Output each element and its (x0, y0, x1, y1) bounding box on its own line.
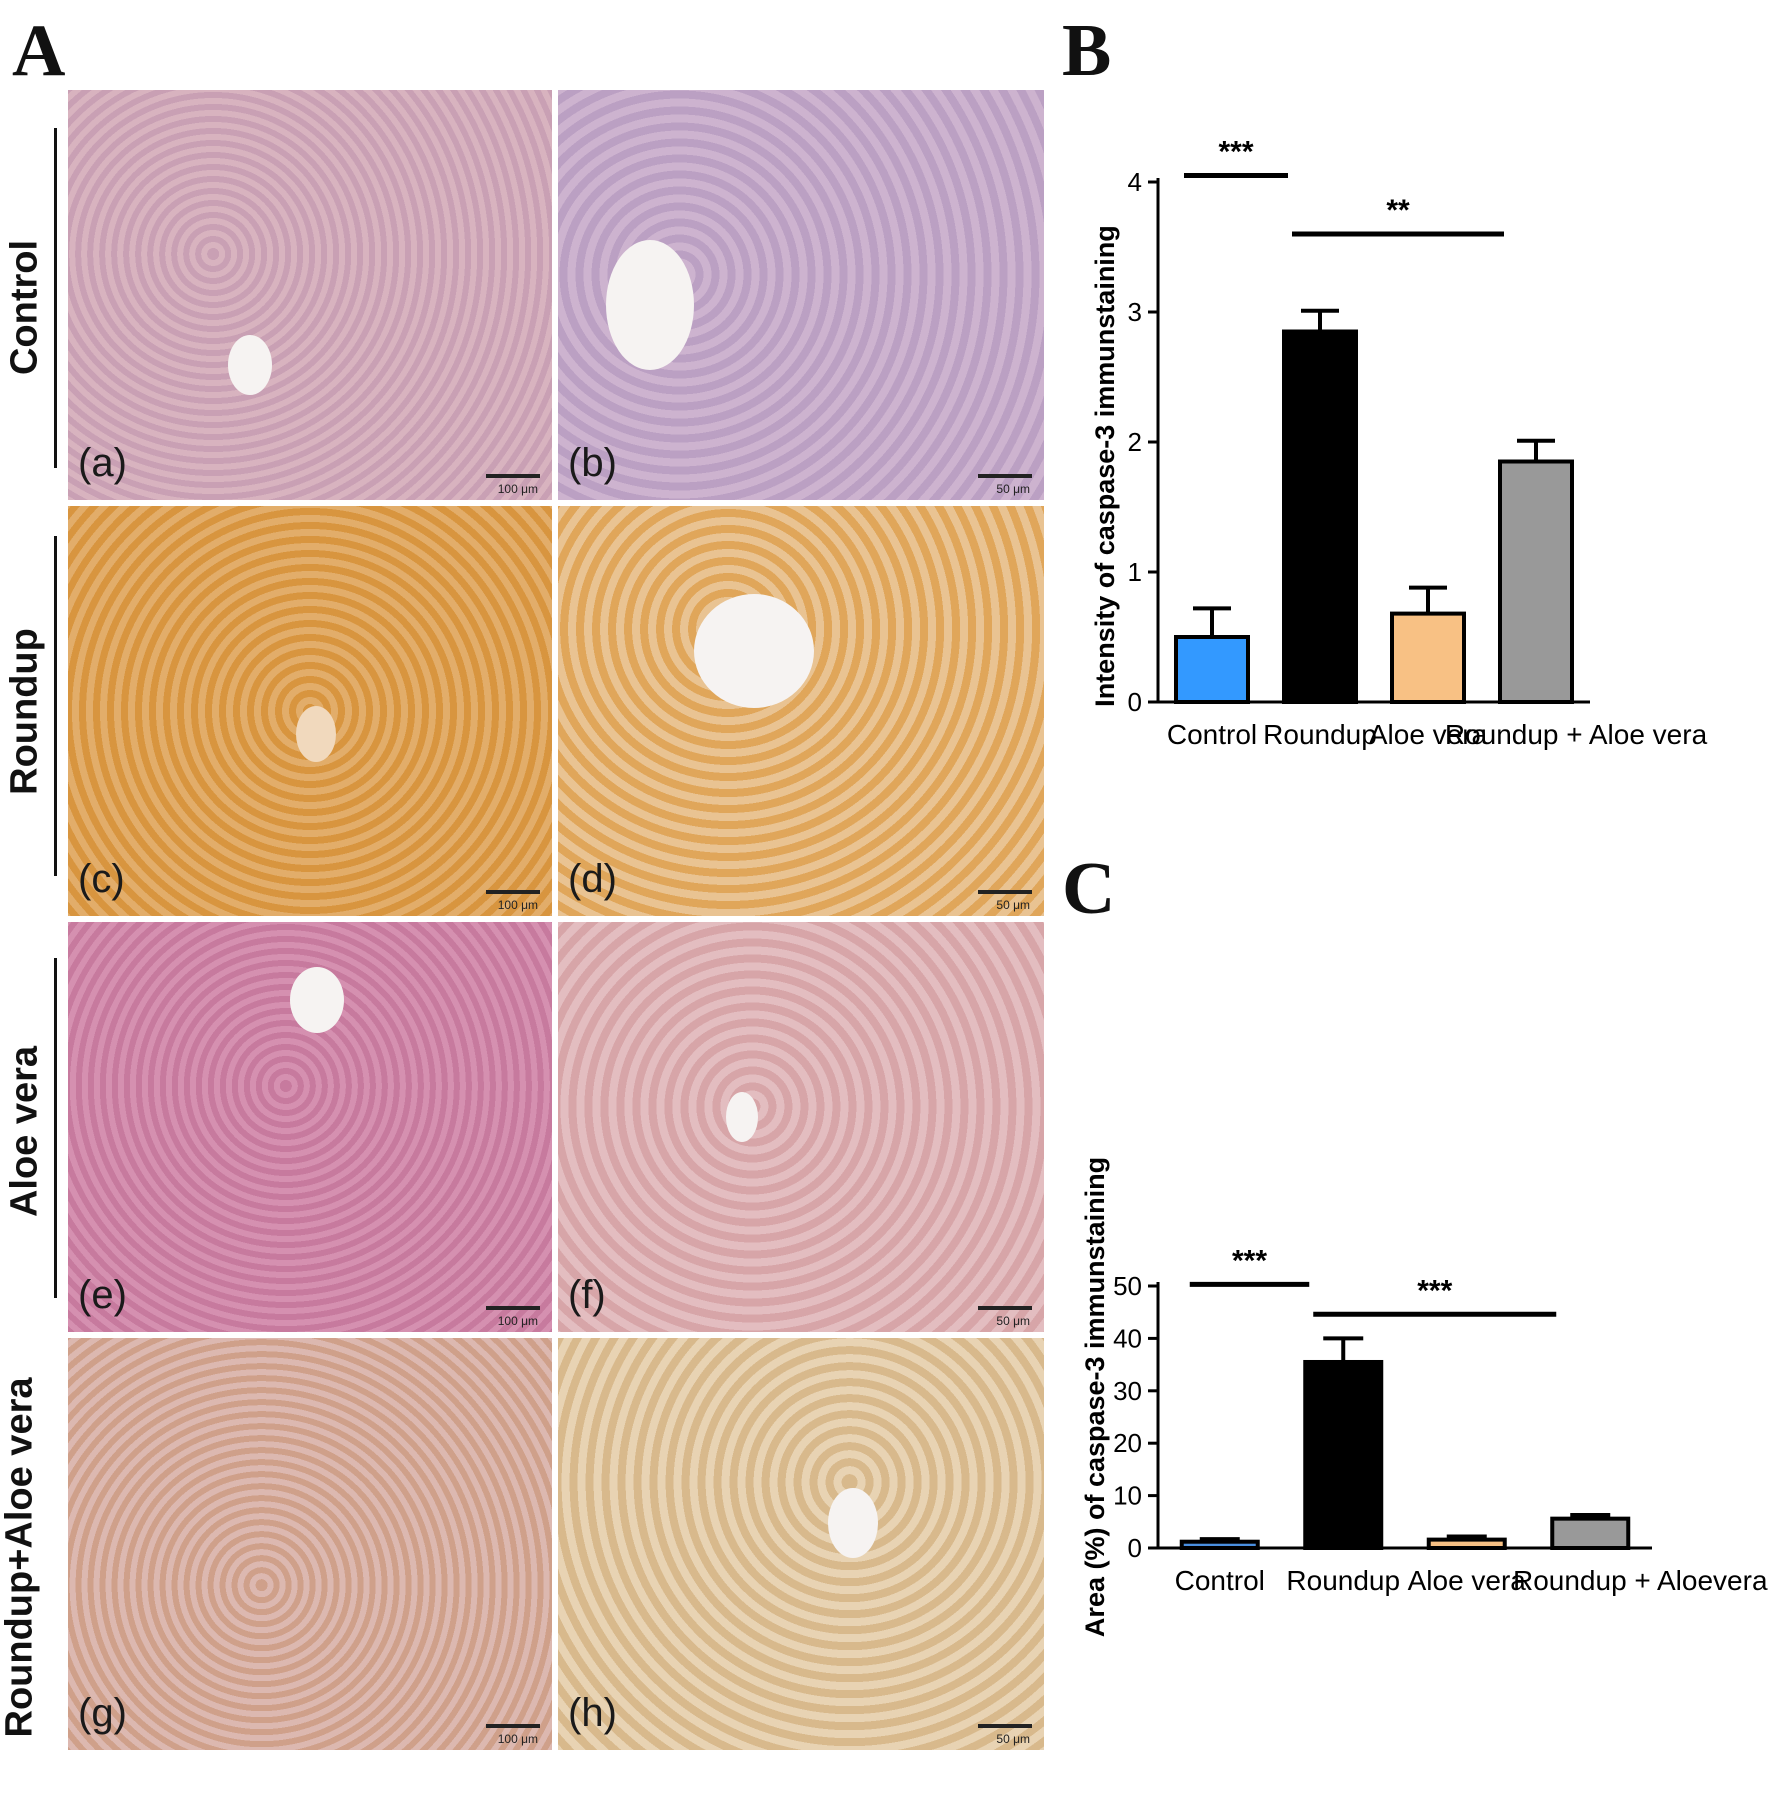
micrograph-g: (g) 100 μm (68, 1338, 552, 1750)
x-tick-label: Roundup + Aloevera (1513, 1565, 1768, 1596)
x-tick-label: Roundup (1263, 719, 1377, 750)
micrograph-e: (e) 100 μm (68, 922, 552, 1332)
bar-roundup (1303, 1359, 1384, 1551)
micrograph-a: (a) 100 μm (68, 90, 552, 500)
x-tick-label: Aloe vera (1408, 1565, 1527, 1596)
y-axis-label: Intensity of caspase-3 immunstaining (1090, 225, 1120, 707)
scale-bar (486, 1306, 540, 1310)
significance-label: ** (1386, 194, 1410, 227)
y-tick-label: 0 (1128, 1533, 1142, 1563)
central-vein (726, 1092, 758, 1142)
panel-letter-a: A (12, 10, 66, 92)
micrograph-sublabel: (c) (78, 857, 125, 901)
bar-control (1179, 1539, 1260, 1550)
y-tick-label: 3 (1128, 297, 1142, 327)
micrograph-sublabel: (b) (568, 441, 617, 485)
x-tick-label: Control (1167, 719, 1257, 750)
x-tick-label: Roundup (1286, 1565, 1400, 1596)
x-tick-label: Control (1175, 1565, 1265, 1596)
scale-bar (978, 1724, 1032, 1728)
micrograph-c: (c) 100 μm (68, 506, 552, 916)
bar-roundup-aloevera (1550, 1516, 1631, 1551)
central-vein (228, 335, 272, 395)
y-tick-label: 40 (1113, 1323, 1142, 1353)
row-divider-aloe (54, 958, 57, 1298)
y-tick-label: 20 (1113, 1428, 1142, 1458)
micrograph-sublabel: (h) (568, 1691, 617, 1735)
scale-bar (978, 1306, 1032, 1310)
central-vein (606, 240, 694, 370)
scale-text: 50 μm (996, 1732, 1030, 1746)
micrograph-d: (d) 50 μm (558, 506, 1044, 916)
central-vein (828, 1488, 878, 1558)
bar-roundup (1282, 329, 1358, 704)
significance-label: *** (1218, 136, 1253, 169)
central-vein (296, 706, 336, 762)
central-vein (694, 594, 814, 708)
y-tick-label: 2 (1128, 427, 1142, 457)
y-tick-label: 0 (1128, 687, 1142, 717)
scale-text: 50 μm (996, 482, 1030, 496)
central-vein (290, 967, 344, 1033)
micrograph-sublabel: (a) (78, 441, 127, 485)
scale-text: 100 μm (497, 1314, 538, 1328)
row-label-combo: Roundup+Aloe vera (0, 1377, 41, 1738)
scale-text: 50 μm (996, 898, 1030, 912)
row-label-aloe: Aloe vera (3, 1045, 46, 1218)
micrograph-sublabel: (f) (568, 1273, 606, 1317)
row-label-roundup: Roundup (3, 628, 46, 795)
scale-bar (978, 474, 1032, 478)
chart-b-intensity: 0 1 2 3 4 Intensity of caspase-3 immunstainin… (1090, 136, 1708, 751)
panel-letter-b: B (1062, 10, 1112, 92)
micrograph-h: (h) 50 μm (558, 1338, 1044, 1750)
micrograph-sublabel: (d) (568, 857, 617, 901)
x-tick-label: Roundup + Aloe vera (1445, 719, 1708, 750)
x-tick-label: Aloe vera (1369, 719, 1488, 750)
scale-text: 100 μm (497, 1732, 538, 1746)
row-divider-control (54, 128, 57, 468)
bar-control (1174, 635, 1250, 704)
scale-bar (978, 890, 1032, 894)
y-tick-label: 30 (1113, 1376, 1142, 1406)
micrograph-sublabel: (g) (78, 1691, 127, 1735)
micrograph-b: (b) 50 μm (558, 90, 1044, 500)
scale-text: 50 μm (996, 1314, 1030, 1328)
scale-text: 100 μm (497, 898, 538, 912)
bar-roundup-aloe-vera (1498, 459, 1574, 704)
y-tick-label: 10 (1113, 1481, 1142, 1511)
scale-text: 100 μm (497, 482, 538, 496)
scale-bar (486, 474, 540, 478)
panel-letter-c: C (1062, 848, 1116, 930)
scale-bar (486, 1724, 540, 1728)
y-tick-label: 50 (1113, 1271, 1142, 1301)
row-label-control: Control (3, 239, 46, 376)
micrograph-f: (f) 50 μm (558, 922, 1044, 1332)
scale-bar (486, 890, 540, 894)
significance-label: *** (1232, 1244, 1267, 1277)
significance-label: *** (1417, 1274, 1452, 1307)
bar-aloe-vera (1426, 1537, 1507, 1551)
micrograph-sublabel: (e) (78, 1273, 127, 1317)
row-divider-roundup (54, 536, 57, 876)
y-axis-label: Area (%) of caspase-3 immunstaining (1080, 1157, 1110, 1637)
y-tick-label: 4 (1128, 167, 1142, 197)
bar-aloe-vera (1390, 611, 1466, 704)
y-tick-label: 1 (1128, 557, 1142, 587)
